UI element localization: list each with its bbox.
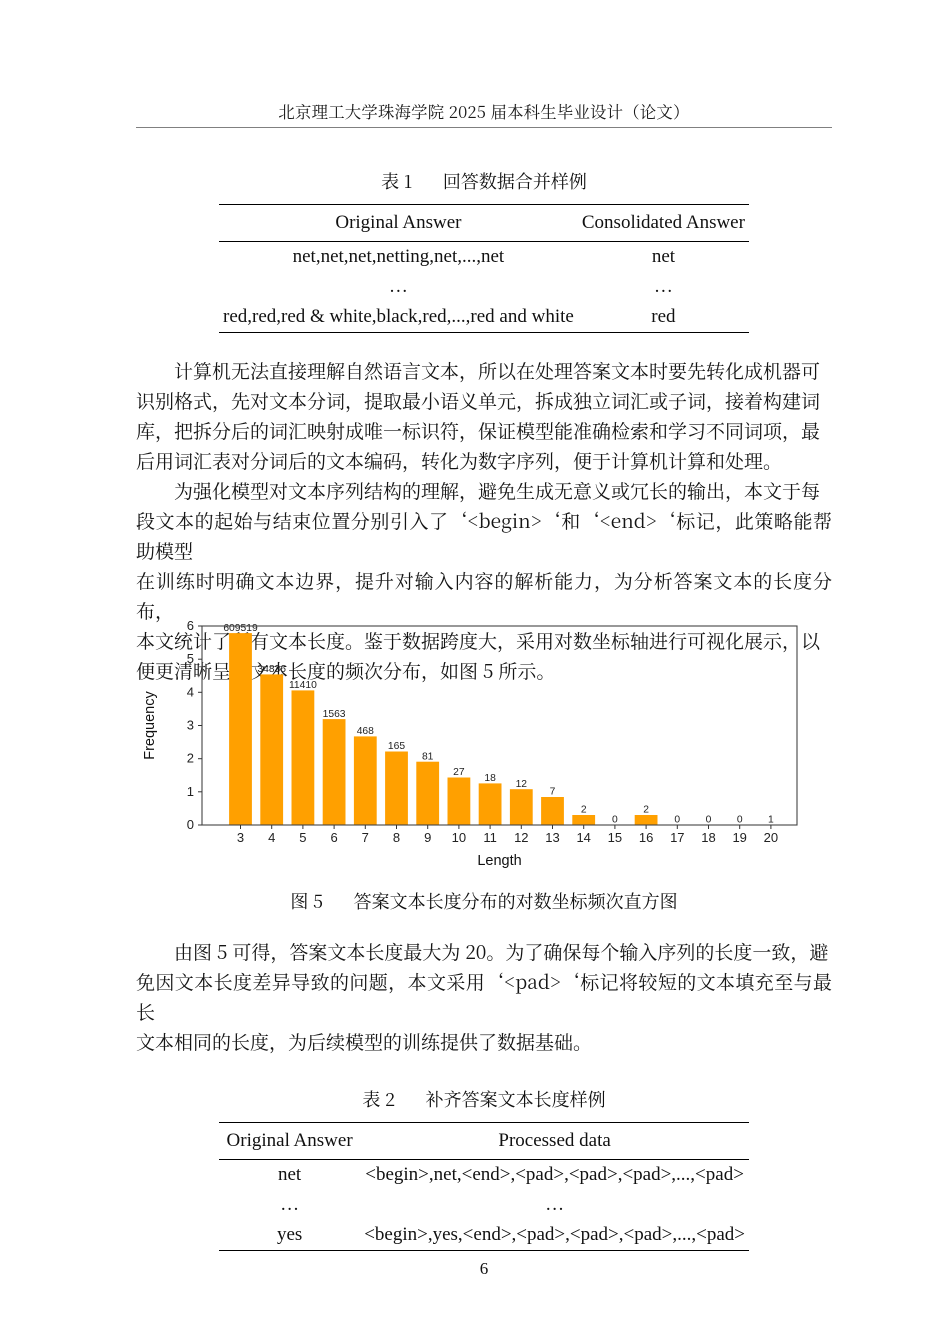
svg-text:5: 5 xyxy=(187,651,194,666)
svg-text:6: 6 xyxy=(187,618,194,633)
svg-text:7: 7 xyxy=(550,787,556,798)
svg-text:81: 81 xyxy=(422,751,434,762)
svg-text:1: 1 xyxy=(187,784,194,799)
svg-text:12: 12 xyxy=(516,779,528,790)
svg-text:2: 2 xyxy=(187,751,194,766)
svg-text:468: 468 xyxy=(357,726,374,737)
svg-text:11: 11 xyxy=(483,830,497,845)
svg-text:2: 2 xyxy=(643,805,649,816)
svg-text:9: 9 xyxy=(424,830,431,845)
svg-text:16: 16 xyxy=(639,830,653,845)
svg-text:1563: 1563 xyxy=(323,709,346,720)
svg-text:12: 12 xyxy=(514,830,528,845)
svg-text:14: 14 xyxy=(576,830,590,845)
svg-text:3: 3 xyxy=(237,830,244,845)
svg-text:0: 0 xyxy=(612,815,618,826)
svg-text:34836: 34836 xyxy=(257,664,286,675)
svg-text:15: 15 xyxy=(608,830,622,845)
svg-text:4: 4 xyxy=(187,684,194,699)
svg-text:4: 4 xyxy=(268,830,275,845)
svg-text:11410: 11410 xyxy=(289,680,317,691)
svg-text:0: 0 xyxy=(737,815,743,826)
svg-text:20: 20 xyxy=(764,830,778,845)
svg-text:Length: Length xyxy=(477,853,521,869)
svg-text:5: 5 xyxy=(299,830,306,845)
svg-text:27: 27 xyxy=(453,767,465,778)
svg-text:18: 18 xyxy=(484,773,496,784)
svg-text:1: 1 xyxy=(768,815,774,826)
svg-text:19: 19 xyxy=(732,830,746,845)
svg-text:Frequency: Frequency xyxy=(142,691,158,760)
svg-text:2: 2 xyxy=(581,805,587,816)
svg-text:13: 13 xyxy=(545,830,559,845)
svg-text:10: 10 xyxy=(452,830,466,845)
svg-text:0: 0 xyxy=(706,815,712,826)
svg-text:3: 3 xyxy=(187,718,194,733)
svg-text:609519: 609519 xyxy=(223,623,258,634)
svg-text:0: 0 xyxy=(674,815,680,826)
svg-text:17: 17 xyxy=(670,830,684,845)
svg-text:8: 8 xyxy=(393,830,400,845)
svg-text:0: 0 xyxy=(187,817,194,832)
svg-text:6: 6 xyxy=(330,830,337,845)
svg-text:18: 18 xyxy=(701,830,715,845)
svg-text:165: 165 xyxy=(388,741,405,752)
svg-text:7: 7 xyxy=(362,830,369,845)
